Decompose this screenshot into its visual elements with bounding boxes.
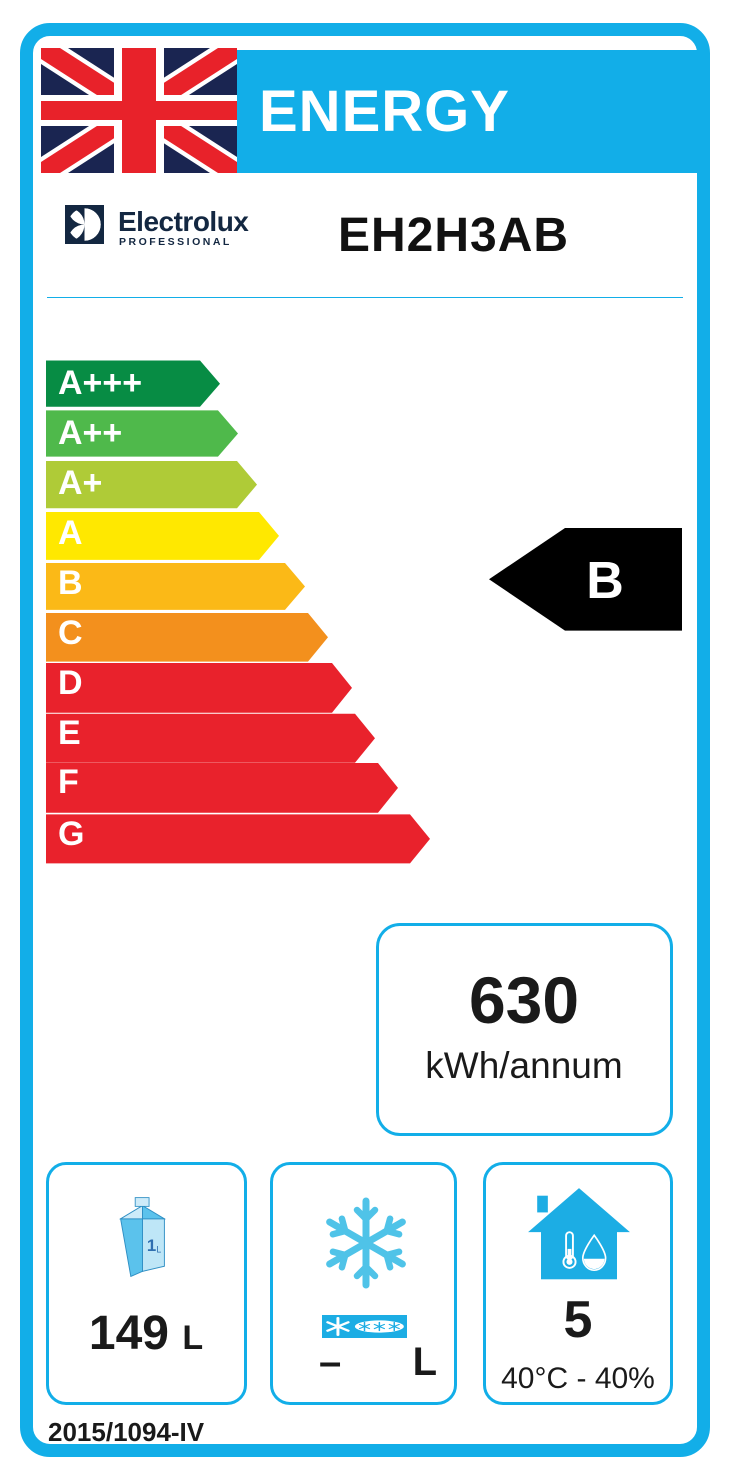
svg-text:A++: A++ [58,414,122,452]
svg-text:1: 1 [147,1236,156,1255]
svg-text:A+: A+ [58,464,102,502]
svg-text:C: C [58,614,83,652]
svg-text:G: G [58,815,84,853]
svg-text:A+++: A+++ [58,364,142,402]
svg-text:B: B [586,552,624,610]
svg-text:B: B [58,564,83,602]
svg-text:L: L [156,1244,161,1254]
svg-text:A: A [58,514,83,552]
svg-text:D: D [58,664,83,702]
svg-text:E: E [58,714,81,752]
svg-text:F: F [58,763,79,801]
